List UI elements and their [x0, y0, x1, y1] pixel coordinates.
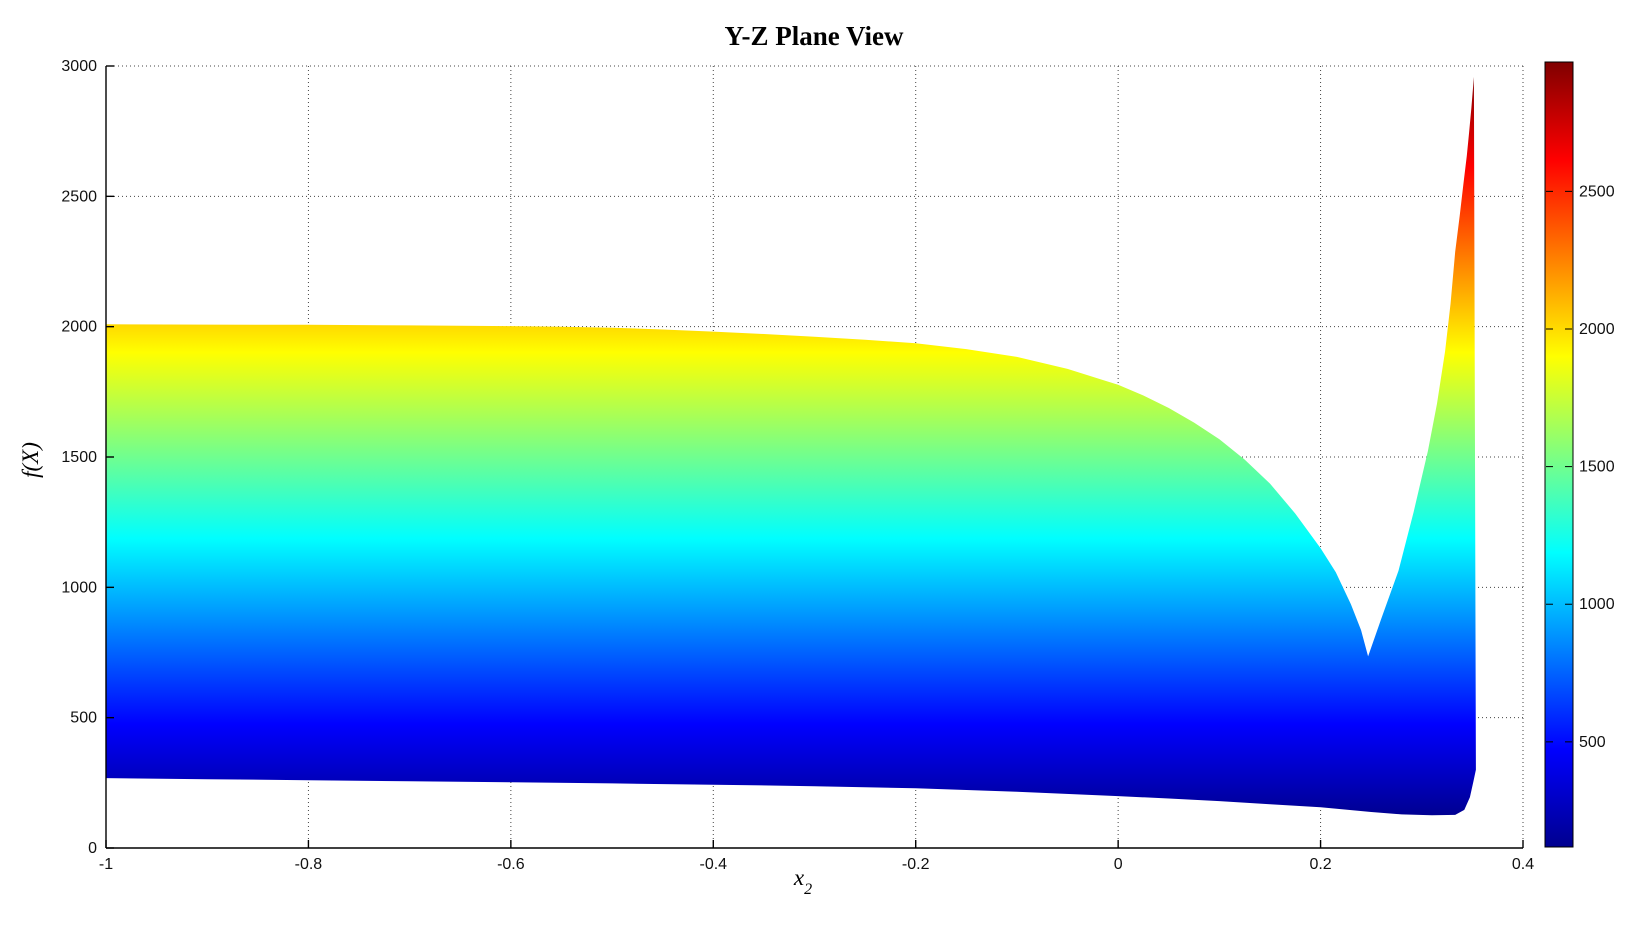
colorbar-tick-label: 2500	[1579, 183, 1615, 200]
plot-render-layer: -1 -0.8 -0.6 -0.4 -0.2 0 0.2 0.4 0 500 1000 1500 200…	[61, 58, 1614, 873]
y-tick-label: 2500	[61, 188, 97, 205]
surface-region	[106, 76, 1476, 816]
x-tick-label: 0.2	[1309, 856, 1331, 873]
x-tick-label: -0.8	[295, 856, 323, 873]
y-tick-label: 1000	[61, 579, 97, 596]
colorbar-tick-label: 1500	[1579, 459, 1615, 476]
y-axis-label: f(X)	[18, 442, 43, 478]
colorbar-gradient	[1544, 61, 1574, 848]
x-tick-label: -1	[99, 856, 113, 873]
y-tick-label: 500	[70, 710, 97, 727]
colorbar-tick-label: 500	[1579, 734, 1606, 751]
colorbar: 500 1000 1500 2000 2500	[1544, 61, 1615, 848]
chart-title: Y-Z Plane View	[724, 21, 904, 51]
y-tick-label: 0	[88, 840, 97, 857]
x-tick-label: 0.4	[1512, 856, 1534, 873]
colorbar-tick-label: 2000	[1579, 321, 1615, 338]
axes	[105, 65, 1524, 849]
x-axis-label: x2	[793, 865, 812, 898]
x-tick-label: -0.6	[497, 856, 525, 873]
x-axis-label-main: x	[793, 865, 805, 890]
x-tick-label: -0.4	[699, 856, 727, 873]
y-tick-label: 2000	[61, 319, 97, 336]
x-axis-label-subscript: 2	[804, 881, 812, 898]
y-tick-label: 3000	[61, 58, 97, 75]
colorbar-tick-label: 1000	[1579, 596, 1615, 613]
x-tick-label: -0.2	[902, 856, 930, 873]
y-tick-label: 1500	[61, 449, 97, 466]
tick-labels: -1 -0.8 -0.6 -0.4 -0.2 0 0.2 0.4 0 500 1000 1500 200…	[61, 58, 1534, 873]
x-tick-label: 0	[1114, 856, 1123, 873]
